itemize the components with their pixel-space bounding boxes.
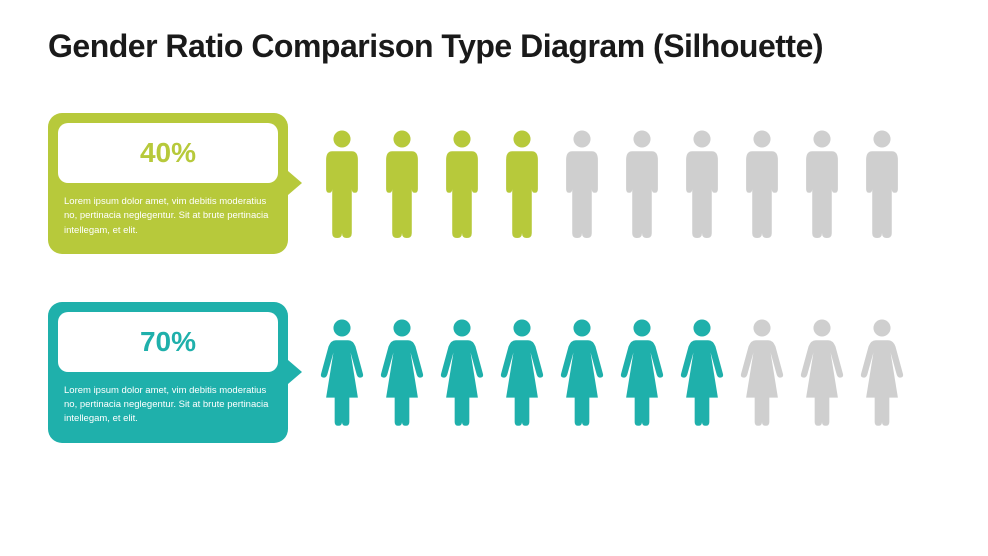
person-silhouette [856,317,908,427]
callout-description: Lorem ipsum dolor amet, vim debitis mode… [58,384,278,433]
female-icon [616,317,668,427]
male-icon [496,128,548,238]
male-icon [796,128,848,238]
person-silhouette [556,128,608,238]
female-icon [436,317,488,427]
person-silhouette [736,128,788,238]
person-silhouette [496,317,548,427]
female-icon [676,317,728,427]
female-icon [556,317,608,427]
person-silhouette [676,317,728,427]
person-silhouette [496,128,548,238]
person-silhouette [736,317,788,427]
person-silhouette [856,128,908,238]
percent-value: 70% [58,312,278,372]
female-icon [736,317,788,427]
female-icon [796,317,848,427]
person-silhouette [436,128,488,238]
ratio-row-female: 70% Lorem ipsum dolor amet, vim debitis m… [48,302,940,443]
person-silhouette [436,317,488,427]
female-icon [856,317,908,427]
person-silhouette [376,128,428,238]
person-silhouette [796,317,848,427]
callout-description: Lorem ipsum dolor amet, vim debitis mode… [58,195,278,244]
male-icon [856,128,908,238]
male-icon [676,128,728,238]
person-silhouette [316,128,368,238]
person-silhouette [796,128,848,238]
ratio-row-male: 40% Lorem ipsum dolor amet, vim debitis m… [48,113,940,254]
male-icon [436,128,488,238]
people-row-female [316,317,908,427]
female-icon [376,317,428,427]
male-icon [616,128,668,238]
female-icon [316,317,368,427]
page-title: Gender Ratio Comparison Type Diagram (Si… [48,28,940,65]
rows-container: 40% Lorem ipsum dolor amet, vim debitis m… [48,113,940,443]
callout-male: 40% Lorem ipsum dolor amet, vim debitis m… [48,113,288,254]
person-silhouette [316,317,368,427]
people-row-male [316,128,908,238]
male-icon [736,128,788,238]
male-icon [376,128,428,238]
person-silhouette [676,128,728,238]
person-silhouette [376,317,428,427]
percent-value: 40% [58,123,278,183]
male-icon [556,128,608,238]
person-silhouette [556,317,608,427]
callout-female: 70% Lorem ipsum dolor amet, vim debitis m… [48,302,288,443]
person-silhouette [616,317,668,427]
male-icon [316,128,368,238]
female-icon [496,317,548,427]
person-silhouette [616,128,668,238]
